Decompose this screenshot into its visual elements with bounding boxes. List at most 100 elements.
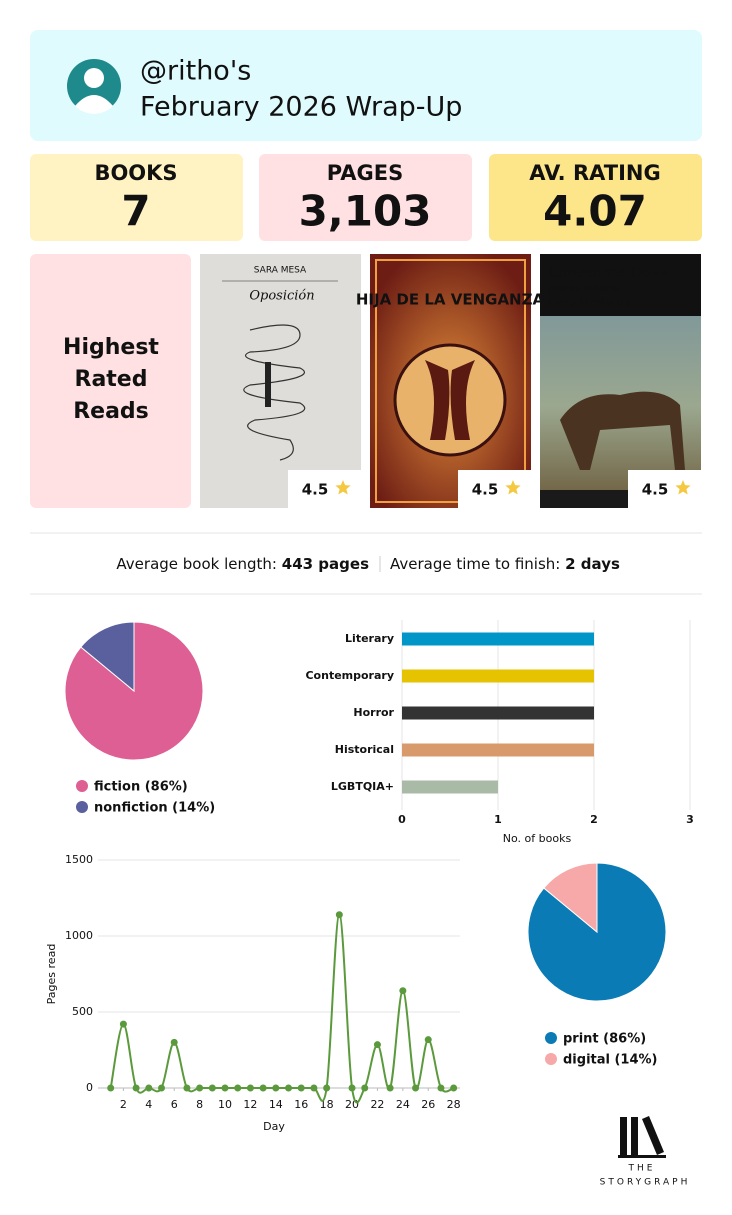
legend-label: digital (14%) bbox=[563, 1053, 658, 1068]
summary-label: Average book length: bbox=[116, 555, 277, 573]
rating: 4.5 bbox=[642, 481, 669, 499]
bar bbox=[402, 632, 594, 646]
legend-label: nonfiction (14%) bbox=[94, 801, 215, 816]
y-axis-label: Pages read bbox=[45, 944, 58, 1005]
stat-value: 7 bbox=[121, 187, 150, 236]
x-tick-label: 1 bbox=[494, 813, 502, 826]
legend-swatch bbox=[76, 801, 88, 813]
rating-badge bbox=[288, 470, 361, 508]
cover-art bbox=[560, 391, 685, 470]
x-tick-label: 4 bbox=[145, 1098, 152, 1111]
point bbox=[208, 1084, 216, 1092]
stat-label: PAGES bbox=[327, 161, 403, 185]
x-tick-label: 2 bbox=[120, 1098, 127, 1111]
bar bbox=[402, 743, 594, 757]
y-tick-label: Literary bbox=[345, 632, 394, 645]
point bbox=[373, 1041, 381, 1049]
star-icon bbox=[505, 480, 521, 495]
rating-badge bbox=[628, 470, 701, 508]
point bbox=[450, 1084, 458, 1092]
point bbox=[158, 1084, 166, 1092]
point bbox=[246, 1084, 254, 1092]
summary-value: 443 pages bbox=[282, 555, 369, 573]
point bbox=[170, 1038, 178, 1046]
highest-title: Reads bbox=[73, 399, 149, 424]
handle: @ritho's bbox=[140, 56, 251, 87]
point bbox=[310, 1084, 318, 1092]
point bbox=[335, 911, 343, 919]
rating: 4.5 bbox=[472, 481, 499, 499]
summary-length: Average book length: 443 pages bbox=[116, 555, 369, 573]
x-tick-label: 28 bbox=[447, 1098, 461, 1111]
legend-swatch bbox=[76, 780, 88, 792]
summary-value: 2 days bbox=[565, 555, 620, 573]
cover-title: HIJA DE LA VENGANZA bbox=[356, 291, 545, 309]
x-tick-label: 22 bbox=[370, 1098, 384, 1111]
point bbox=[437, 1084, 445, 1092]
point bbox=[132, 1084, 140, 1092]
cover-art bbox=[243, 324, 306, 461]
point bbox=[424, 1036, 432, 1044]
x-tick-label: 10 bbox=[218, 1098, 232, 1111]
point bbox=[386, 1084, 394, 1092]
rating: 4.5 bbox=[302, 481, 329, 499]
subtitle: February 2026 Wrap-Up bbox=[140, 92, 462, 123]
y-tick-label: Horror bbox=[353, 706, 394, 719]
bar bbox=[402, 706, 594, 720]
highest-box bbox=[30, 254, 191, 508]
x-tick-label: 26 bbox=[421, 1098, 435, 1111]
pie-slice bbox=[543, 862, 598, 934]
y-tick-label: LGBTQIA+ bbox=[331, 780, 394, 793]
legend-label: print (86%) bbox=[563, 1032, 646, 1047]
x-tick-label: 3 bbox=[686, 813, 694, 826]
logo-bar bbox=[620, 1117, 627, 1155]
stat-value: 4.07 bbox=[543, 187, 647, 236]
x-tick-label: 16 bbox=[294, 1098, 308, 1111]
line bbox=[109, 913, 454, 1104]
cover-author: Larry McMurtry bbox=[548, 298, 631, 309]
pie-slice bbox=[80, 621, 135, 693]
y-tick-label: 1500 bbox=[65, 853, 93, 866]
x-tick-label: 6 bbox=[171, 1098, 178, 1111]
stat-box bbox=[489, 154, 702, 241]
star-icon bbox=[335, 480, 351, 495]
point bbox=[196, 1084, 204, 1092]
x-tick-label: 0 bbox=[398, 813, 406, 826]
cover-subtitle: (Paloma Solitaria) bbox=[548, 284, 621, 293]
pie-slice bbox=[527, 862, 667, 1002]
pie-slice bbox=[64, 621, 204, 761]
highest-title: Highest bbox=[63, 335, 159, 360]
point bbox=[119, 1020, 127, 1028]
logo-bar bbox=[642, 1116, 664, 1155]
x-tick-label: 8 bbox=[196, 1098, 203, 1111]
point bbox=[234, 1084, 242, 1092]
stat-value: 3,103 bbox=[299, 187, 432, 236]
cover-art bbox=[265, 362, 271, 407]
x-tick-label: 12 bbox=[243, 1098, 257, 1111]
avatar-body bbox=[75, 95, 113, 114]
x-tick-label: 2 bbox=[590, 813, 598, 826]
x-axis-label: Day bbox=[263, 1120, 285, 1133]
logo-bar bbox=[618, 1155, 666, 1158]
legend-label: fiction (86%) bbox=[94, 780, 188, 795]
x-tick-label: 24 bbox=[396, 1098, 410, 1111]
stat-box bbox=[30, 154, 243, 241]
cover-title: Lonesome Dove bbox=[548, 263, 669, 281]
summary-label: Average time to finish: bbox=[390, 555, 560, 573]
highest-title: Rated bbox=[75, 367, 148, 392]
y-tick-label: 500 bbox=[72, 1005, 93, 1018]
stat-label: AV. RATING bbox=[529, 161, 660, 185]
stat-box bbox=[259, 154, 472, 241]
point bbox=[145, 1084, 153, 1092]
star-icon bbox=[675, 480, 691, 495]
point bbox=[259, 1084, 267, 1092]
legend-swatch bbox=[545, 1053, 557, 1065]
summary-time: Average time to finish: 2 days bbox=[390, 555, 620, 573]
bar bbox=[402, 780, 498, 794]
stat-label: BOOKS bbox=[94, 161, 177, 185]
logo bbox=[618, 1116, 666, 1158]
cover-band bbox=[540, 254, 701, 316]
logo-bar bbox=[631, 1117, 638, 1155]
logo-text: THE bbox=[628, 1164, 656, 1174]
point bbox=[361, 1084, 369, 1092]
